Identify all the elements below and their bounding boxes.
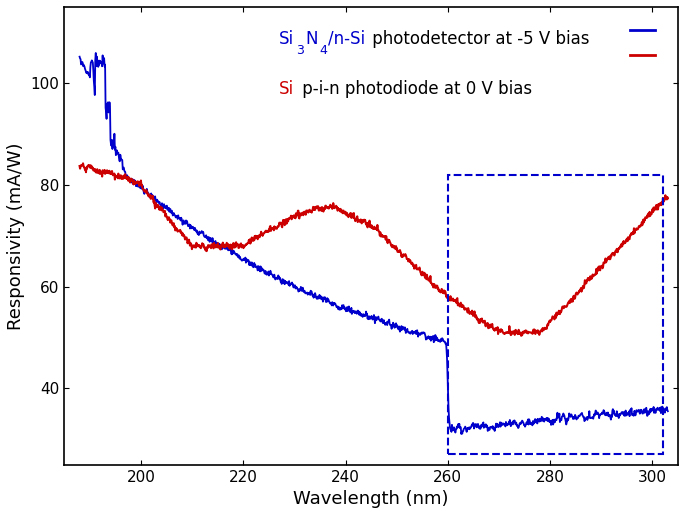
Text: 3: 3 bbox=[296, 44, 304, 57]
Legend: , : , bbox=[623, 15, 670, 71]
Y-axis label: Responsivity (mA/W): Responsivity (mA/W) bbox=[7, 142, 25, 330]
Text: Si: Si bbox=[279, 80, 294, 98]
Text: /n-Si: /n-Si bbox=[328, 30, 365, 48]
X-axis label: Wavelength (nm): Wavelength (nm) bbox=[293, 490, 449, 508]
Text: photodetector at -5 V bias: photodetector at -5 V bias bbox=[367, 30, 589, 48]
Text: p-i-n photodiode at 0 V bias: p-i-n photodiode at 0 V bias bbox=[297, 80, 533, 98]
Text: N: N bbox=[306, 30, 318, 48]
Text: Si: Si bbox=[279, 30, 294, 48]
Text: 4: 4 bbox=[319, 44, 327, 57]
